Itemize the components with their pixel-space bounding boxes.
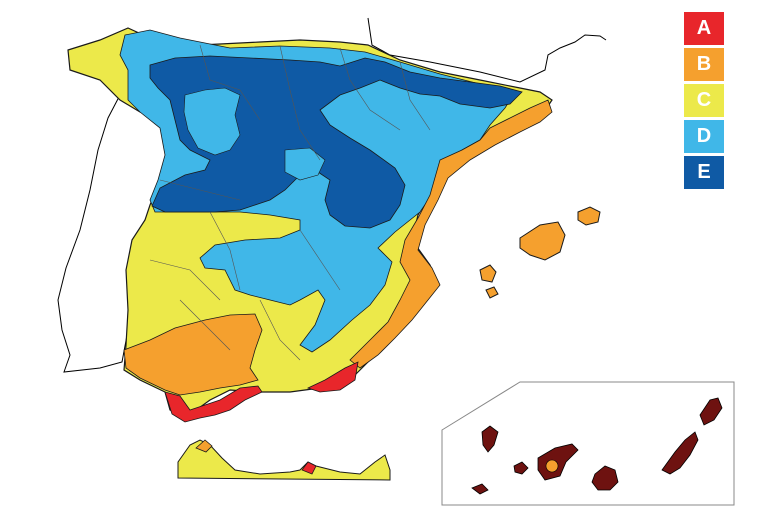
zone-d-inner-region-2 xyxy=(284,147,326,181)
legend-label-c: C xyxy=(696,89,712,111)
climate-zone-legend: A B C D E xyxy=(684,12,724,189)
zone-a-east-region xyxy=(306,361,359,393)
inset-zone-b xyxy=(195,439,213,453)
legend-label-d: D xyxy=(696,125,712,147)
zone-d-inner-region xyxy=(183,87,241,156)
tenerife-island xyxy=(537,443,579,481)
ibiza-island xyxy=(479,264,497,283)
fuerteventura-island xyxy=(661,431,699,475)
legend-zone-a: A xyxy=(684,12,724,45)
zone-e-region xyxy=(149,55,523,229)
formentera-island xyxy=(485,286,499,299)
zone-b-east-region xyxy=(349,99,553,369)
mallorca-island xyxy=(519,221,566,261)
lanzarote-island xyxy=(699,397,723,426)
gran-canaria-island xyxy=(591,465,619,491)
zone-a-west-region xyxy=(164,385,263,423)
tenerife-peak-zone xyxy=(545,459,559,473)
legend-zone-d: D xyxy=(684,120,724,153)
la-gomera-island xyxy=(513,461,529,475)
inset-strip xyxy=(177,439,391,481)
menorca-island xyxy=(577,206,601,226)
legend-label-e: E xyxy=(697,161,711,183)
el-hierro-island xyxy=(471,483,489,495)
zone-b-south-region xyxy=(123,313,263,396)
legend-label-b: B xyxy=(696,53,712,75)
legend-zone-e: E xyxy=(684,156,724,189)
la-palma-island xyxy=(481,425,499,453)
inset-zone-a xyxy=(301,461,317,475)
legend-label-a: A xyxy=(696,17,712,39)
legend-zone-c: C xyxy=(684,84,724,117)
canary-inset-frame xyxy=(441,381,735,506)
province-boundaries xyxy=(149,44,431,361)
legend-zone-b: B xyxy=(684,48,724,81)
